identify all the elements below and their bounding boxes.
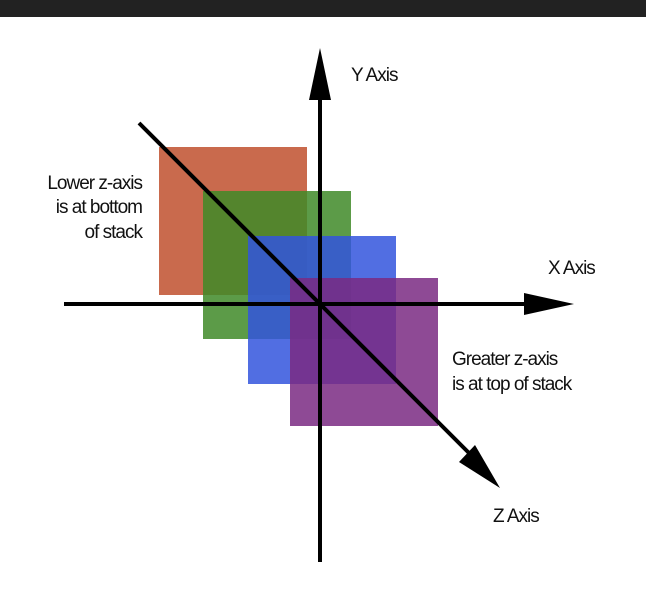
y-axis-arrowhead — [309, 48, 331, 100]
z-axis-label: Z Axis — [493, 506, 539, 527]
z-axis-line — [137, 121, 477, 461]
y-axis-label: Y Axis — [351, 65, 398, 86]
x-axis-arrowhead — [524, 293, 574, 315]
lower-z-annotation-line-2: is at bottom — [56, 197, 142, 218]
z-axis-arrowhead — [459, 445, 500, 488]
x-axis-label: X Axis — [548, 258, 595, 279]
greater-z-annotation-line-1: Greater z-axis — [452, 349, 558, 370]
lower-z-annotation-line-1: Lower z-axis — [47, 173, 142, 194]
greater-z-annotation-line-2: is at top of stack — [452, 374, 573, 395]
window-title-bar — [0, 0, 646, 17]
purple-layer — [290, 278, 438, 426]
lower-z-annotation-line-3: of stack — [85, 222, 144, 243]
